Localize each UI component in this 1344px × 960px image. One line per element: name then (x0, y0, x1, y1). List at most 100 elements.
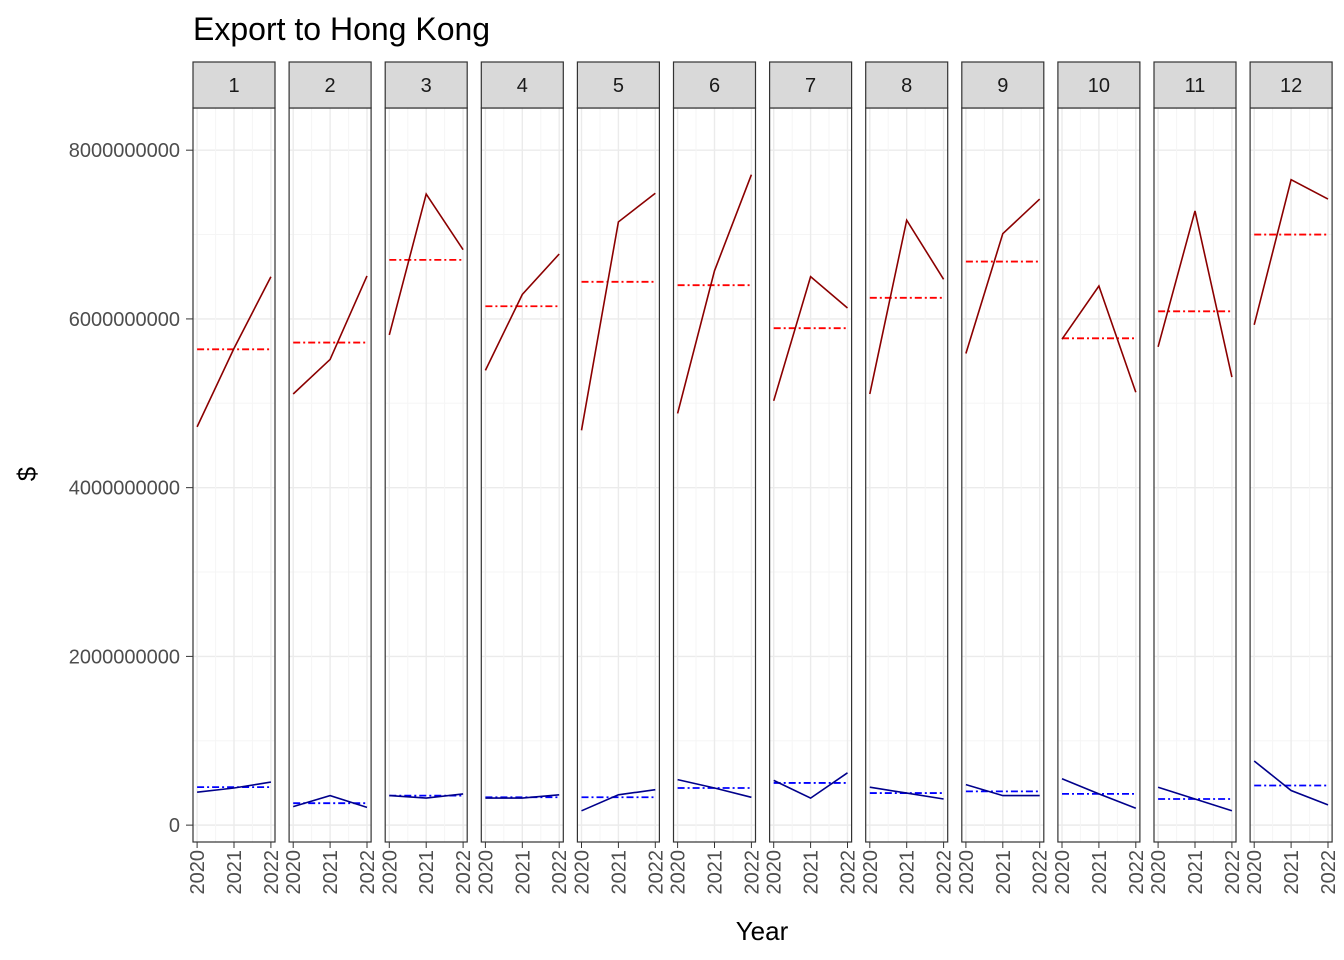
x-tick-label: 2021 (224, 850, 246, 895)
facet-strip (1057, 61, 1141, 109)
blue-series-line (389, 793, 464, 799)
blue-series-line (197, 781, 272, 793)
facet-panel-10: 10 2020 2021 2022 (1052, 61, 1148, 895)
red-series-line (676, 174, 753, 414)
x-tick-label: 2022 (261, 850, 283, 895)
facet-strip-label: 8 (901, 75, 912, 97)
x-tick-label: 2021 (320, 850, 342, 895)
x-tick-label: 2020 (475, 850, 497, 895)
blue-series-line (869, 786, 944, 800)
y-tick-label: 2000000000 (69, 646, 180, 668)
chart-title: Export to Hong Kong (193, 11, 490, 47)
x-tick-label: 2022 (1126, 850, 1148, 895)
facet-panel-9: 9 2020 2021 2022 (956, 61, 1052, 895)
x-tick-label: 2020 (187, 850, 209, 895)
facet-panel-1: 1 2020 2021 2022 (187, 61, 283, 895)
x-tick-label: 2022 (1222, 850, 1244, 895)
facet-strip-label: 10 (1088, 75, 1110, 97)
blue-series-line (773, 772, 848, 800)
facet-strip-label: 1 (228, 75, 239, 97)
y-tick-label: 0 (169, 815, 180, 837)
blue-series-line (965, 783, 1040, 797)
x-tick-label: 2020 (956, 850, 978, 895)
facet-strip-label: 12 (1280, 75, 1302, 97)
facet-panel-12: 12 2020 2021 2022 (1244, 61, 1340, 895)
facet-panel-5: 5 2020 2021 2022 (572, 61, 667, 895)
facet-panel-6: 6 2020 2021 2022 (668, 61, 763, 895)
facet-panel-8: 8 2020 2021 2022 (860, 61, 956, 895)
x-tick-label: 2020 (572, 850, 594, 895)
x-tick-label: 2022 (934, 850, 956, 895)
facet-strip (1249, 61, 1333, 109)
x-tick-label: 2022 (1030, 850, 1052, 895)
x-tick-label: 2021 (512, 850, 534, 895)
facet-strip (384, 61, 468, 109)
facet-panel-11: 11 2020 2021 2022 (1148, 61, 1244, 895)
x-axis-title: Year (736, 916, 789, 946)
facet-strip-label: 3 (421, 75, 432, 97)
red-series-line (869, 218, 945, 395)
facet-strip-label: 4 (517, 75, 528, 97)
x-tick-label: 2020 (668, 850, 690, 895)
red-series-line (292, 275, 368, 395)
blue-series-line (1061, 777, 1137, 810)
x-tick-label: 2021 (705, 850, 727, 895)
facet-strip-label: 11 (1185, 75, 1206, 97)
blue-series-line (292, 794, 368, 809)
facet-strip (288, 61, 372, 109)
blue-series-line (1253, 760, 1329, 806)
y-tick-label: 4000000000 (69, 478, 180, 500)
y-axis: 0 2000000000 4000000000 6000000000 800000000… (69, 140, 193, 837)
facet-strip (480, 61, 564, 109)
facet-panel-2: 2 2020 2021 2022 (283, 61, 379, 895)
x-tick-label: 2022 (1318, 850, 1340, 895)
facet-strip-label: 5 (613, 75, 624, 97)
x-tick-label: 2020 (860, 850, 882, 895)
facet-panel-4: 4 2020 2021 2022 (475, 61, 571, 895)
blue-series-line (1157, 786, 1233, 812)
facet-strip (672, 61, 757, 109)
x-tick-label: 2022 (453, 850, 475, 895)
red-series-line (965, 198, 1041, 354)
blue-series-line (485, 794, 560, 799)
red-series-line (196, 276, 272, 428)
x-tick-label: 2021 (1089, 850, 1111, 895)
x-tick-label: 2021 (1185, 850, 1207, 895)
red-series-line (772, 275, 849, 402)
facet-strip (576, 61, 661, 109)
facet-panel-3: 3 2020 2021 2022 (379, 61, 475, 895)
x-tick-label: 2021 (993, 850, 1015, 895)
facet-strip (961, 61, 1045, 109)
facet-strip (865, 61, 949, 109)
facet-strip-label: 7 (805, 75, 816, 97)
y-axis-title: $ (12, 466, 42, 481)
x-tick-label: 2020 (1244, 850, 1266, 895)
red-series-line (580, 192, 656, 431)
facet-strip-label: 2 (325, 75, 336, 97)
x-tick-label: 2020 (1052, 850, 1074, 895)
x-tick-label: 2022 (357, 850, 379, 895)
facet-strip-label: 9 (997, 75, 1008, 97)
x-tick-label: 2021 (897, 850, 919, 895)
y-tick-label: 8000000000 (69, 140, 180, 162)
x-tick-label: 2022 (549, 850, 571, 895)
facet-strip (768, 61, 853, 109)
facet-strip (1153, 61, 1237, 109)
facet-panel-7: 7 2020 2021 2022 (764, 61, 860, 895)
x-tick-label: 2021 (608, 850, 630, 895)
x-tick-label: 2022 (838, 850, 860, 895)
y-tick-label: 6000000000 (69, 309, 180, 331)
x-tick-label: 2020 (764, 850, 786, 895)
x-tick-label: 2020 (379, 850, 401, 895)
blue-series-line (677, 778, 752, 799)
x-tick-label: 2020 (283, 850, 305, 895)
red-series-line (1157, 210, 1233, 378)
facet-strip (192, 61, 276, 109)
x-tick-label: 2021 (416, 850, 438, 895)
x-tick-label: 2021 (1281, 850, 1303, 895)
red-series-line (1061, 284, 1137, 393)
facet-strip-label: 6 (709, 75, 720, 97)
red-series-line (484, 253, 560, 371)
